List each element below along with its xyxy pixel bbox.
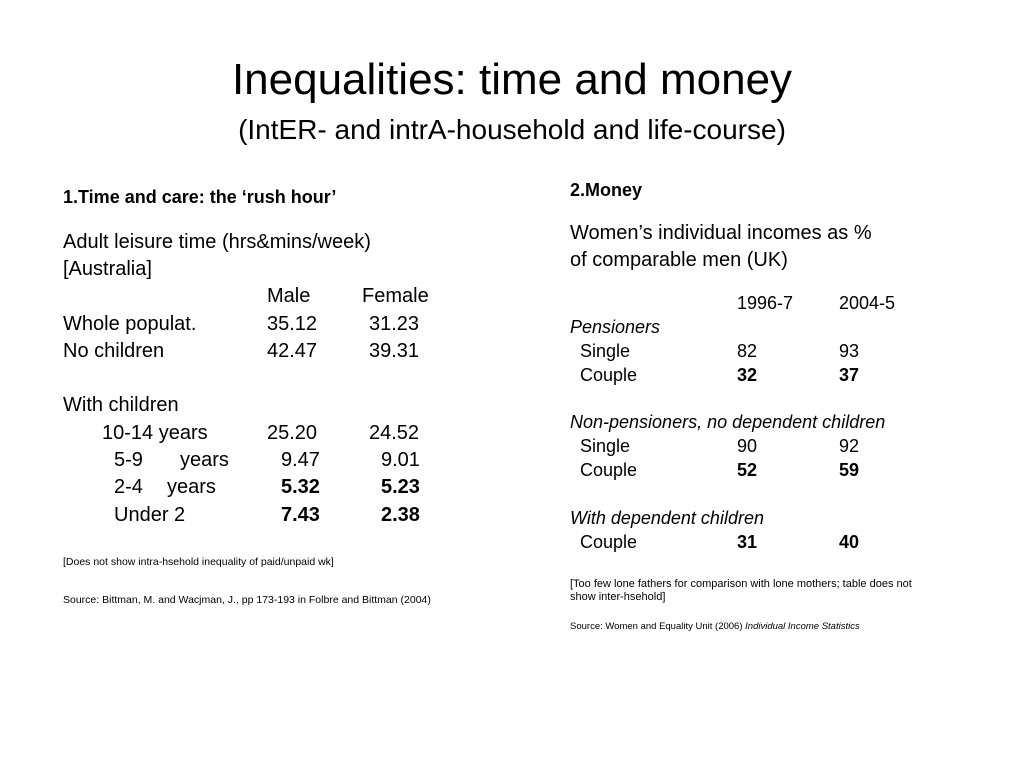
group-label-pensioners: Pensioners xyxy=(570,317,661,337)
right-note-line1: [Too few lone fathers for comparison wit… xyxy=(570,578,912,590)
row-label: Couple xyxy=(580,460,638,480)
value-2004: 59 xyxy=(839,460,860,480)
page-subtitle: (IntER- and intrA-household and life-cou… xyxy=(238,114,786,145)
value-1996: 82 xyxy=(737,341,758,361)
male-value: 42.47 xyxy=(267,340,318,362)
female-value: 31.23 xyxy=(369,313,420,335)
value-2004: 93 xyxy=(839,341,860,361)
column-header-male: Male xyxy=(267,285,311,307)
row-label: Under 2 xyxy=(114,504,186,526)
female-value: 2.38 xyxy=(381,504,420,526)
right-source-title: Individual Income Statistics xyxy=(745,621,860,632)
row-label: 5-9 xyxy=(114,449,143,471)
row-label-unit: years xyxy=(180,449,229,471)
section-heading-time: 1.Time and care: the ‘rush hour’ xyxy=(63,187,337,207)
male-value: 25.20 xyxy=(267,422,318,444)
row-label: 2-4 xyxy=(114,476,143,498)
section-heading-money: 2.Money xyxy=(570,180,643,200)
female-value: 5.23 xyxy=(381,476,420,498)
column-header-female: Female xyxy=(362,285,429,307)
right-source: Source: Women and Equality Unit (2006) I… xyxy=(570,620,860,633)
male-value: 5.32 xyxy=(281,476,320,498)
row-label: Couple xyxy=(580,365,638,385)
column-header-2004: 2004-5 xyxy=(839,293,896,313)
row-label-unit: years xyxy=(167,476,216,498)
with-children-label: With children xyxy=(63,394,179,416)
leisure-intro-line1: Adult leisure time (hrs&mins/week) xyxy=(63,231,371,253)
row-label: No children xyxy=(63,340,165,362)
value-1996: 90 xyxy=(737,436,758,456)
row-label: 10-14 years xyxy=(102,422,208,444)
row-label: Single xyxy=(580,341,631,361)
male-value: 7.43 xyxy=(281,504,320,526)
female-value: 39.31 xyxy=(369,340,420,362)
value-2004: 92 xyxy=(839,436,860,456)
male-value: 9.47 xyxy=(281,449,320,471)
row-label: Single xyxy=(580,436,631,456)
value-2004: 37 xyxy=(839,365,860,385)
income-intro-line1: Women’s individual incomes as % xyxy=(570,222,872,244)
group-label-dependent: With dependent children xyxy=(570,508,764,528)
left-source: Source: Bittman, M. and Wacjman, J., pp … xyxy=(63,594,431,606)
female-value: 24.52 xyxy=(369,422,420,444)
right-source-prefix: Source: Women and Equality Unit (2006) xyxy=(570,621,746,632)
page-title: Inequalities: time and money xyxy=(231,55,793,104)
income-intro-line2: of comparable men (UK) xyxy=(570,249,788,271)
column-header-1996: 1996-7 xyxy=(737,293,794,313)
row-label: Whole populat. xyxy=(63,313,197,335)
value-1996: 52 xyxy=(737,460,758,480)
value-1996: 31 xyxy=(737,532,758,552)
leisure-intro-line2: [Australia] xyxy=(63,258,152,280)
group-label-nonpensioners: Non-pensioners, no dependent children xyxy=(570,412,886,432)
female-value: 9.01 xyxy=(381,449,420,471)
value-2004: 40 xyxy=(839,532,860,552)
male-value: 35.12 xyxy=(267,313,318,335)
left-note: [Does not show intra-hsehold inequality … xyxy=(63,556,334,568)
value-1996: 32 xyxy=(737,365,758,385)
right-note-line2: show inter-hsehold] xyxy=(570,591,666,603)
row-label: Couple xyxy=(580,532,638,552)
